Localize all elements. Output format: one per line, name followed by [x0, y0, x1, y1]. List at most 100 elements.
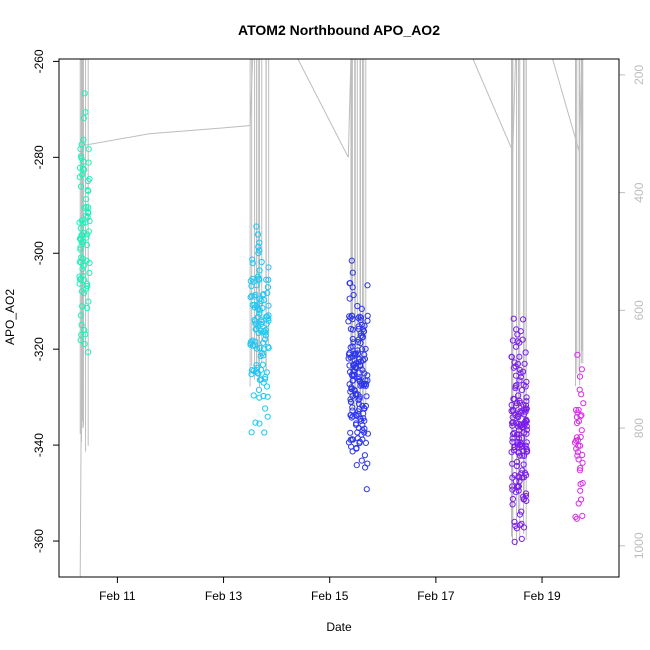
data-point	[516, 511, 524, 518]
x-tick-label: Feb 17	[417, 589, 455, 603]
data-point	[251, 318, 258, 325]
data-point	[261, 429, 268, 436]
data-point	[516, 452, 524, 459]
data-point	[523, 430, 530, 437]
data-point	[522, 408, 529, 415]
data-point	[253, 362, 260, 369]
data-point	[256, 239, 263, 246]
data-point	[255, 305, 262, 313]
data-point	[519, 336, 526, 343]
data-point	[518, 520, 525, 527]
data-point	[361, 452, 368, 459]
y2-tick-label: 400	[632, 182, 646, 202]
data-point	[510, 395, 517, 402]
data-point	[349, 312, 356, 319]
data-point	[83, 203, 90, 211]
data-point	[352, 351, 359, 358]
data-point	[362, 464, 369, 471]
data-point	[349, 284, 356, 291]
data-point	[350, 339, 357, 346]
data-point	[80, 290, 88, 297]
data-point	[512, 489, 520, 496]
y2-tick-label: 600	[632, 300, 646, 320]
data-point	[346, 280, 353, 287]
data-point	[347, 325, 354, 333]
data-point	[80, 115, 87, 122]
data-point	[577, 487, 584, 494]
data-point	[357, 339, 364, 347]
data-point	[523, 398, 530, 405]
data-point	[254, 313, 262, 321]
data-point	[510, 315, 517, 322]
data-point	[522, 470, 529, 477]
data-point	[257, 366, 265, 373]
y-tick-label: -260	[32, 49, 46, 73]
data-point	[77, 183, 85, 190]
data-point	[82, 219, 89, 226]
data-point	[347, 436, 354, 443]
data-point	[77, 153, 85, 160]
data-point	[265, 276, 272, 283]
data-point	[85, 228, 93, 235]
data-point	[265, 345, 272, 352]
data-point	[511, 444, 518, 451]
data-point	[77, 337, 84, 344]
data-point	[511, 472, 518, 479]
data-point	[522, 490, 530, 497]
data-point	[81, 327, 88, 334]
data-point	[363, 486, 370, 493]
data-point	[352, 390, 359, 397]
data-point	[350, 291, 357, 299]
data-point	[357, 314, 365, 321]
data-point	[252, 419, 259, 426]
data-point	[362, 377, 369, 384]
data-point	[522, 442, 529, 449]
data-point	[84, 177, 92, 185]
data-point	[576, 373, 584, 380]
data-point	[247, 278, 254, 285]
data-point	[519, 474, 526, 481]
data-point	[520, 316, 527, 323]
data-point	[514, 438, 521, 446]
data-point	[247, 338, 255, 345]
data-point	[248, 371, 255, 378]
data-point	[523, 394, 530, 401]
data-point	[360, 328, 368, 335]
y-axis-label: APO_AO2	[3, 289, 17, 345]
data-point	[263, 369, 270, 376]
y-tick-label: -360	[32, 529, 46, 553]
data-point	[349, 404, 356, 411]
data-point	[84, 280, 91, 287]
data-point	[249, 260, 256, 267]
data-point	[356, 361, 363, 368]
data-point	[357, 317, 364, 324]
data-point	[76, 235, 84, 242]
data-point	[364, 430, 371, 437]
y-tick-label: -280	[32, 145, 46, 169]
data-point	[521, 360, 528, 367]
data-point	[577, 433, 584, 441]
data-point	[523, 448, 531, 455]
data-point	[76, 219, 83, 226]
data-point	[364, 312, 371, 319]
data-point	[347, 396, 354, 403]
data-point	[523, 405, 530, 412]
data-point	[256, 307, 263, 314]
data-point	[253, 223, 260, 230]
data-point	[252, 326, 259, 333]
data-point	[360, 357, 367, 364]
data-point	[522, 349, 529, 356]
y-tick-label: -340	[32, 433, 46, 457]
data-point	[356, 405, 363, 412]
data-point	[354, 350, 361, 357]
data-point	[347, 344, 354, 351]
data-point	[259, 291, 266, 298]
data-point	[573, 419, 581, 427]
data-point	[359, 334, 366, 341]
data-point	[76, 164, 84, 171]
data-point	[77, 244, 84, 251]
data-point	[251, 293, 258, 300]
x-tick-label: Feb 19	[523, 589, 561, 603]
data-point	[349, 316, 356, 323]
